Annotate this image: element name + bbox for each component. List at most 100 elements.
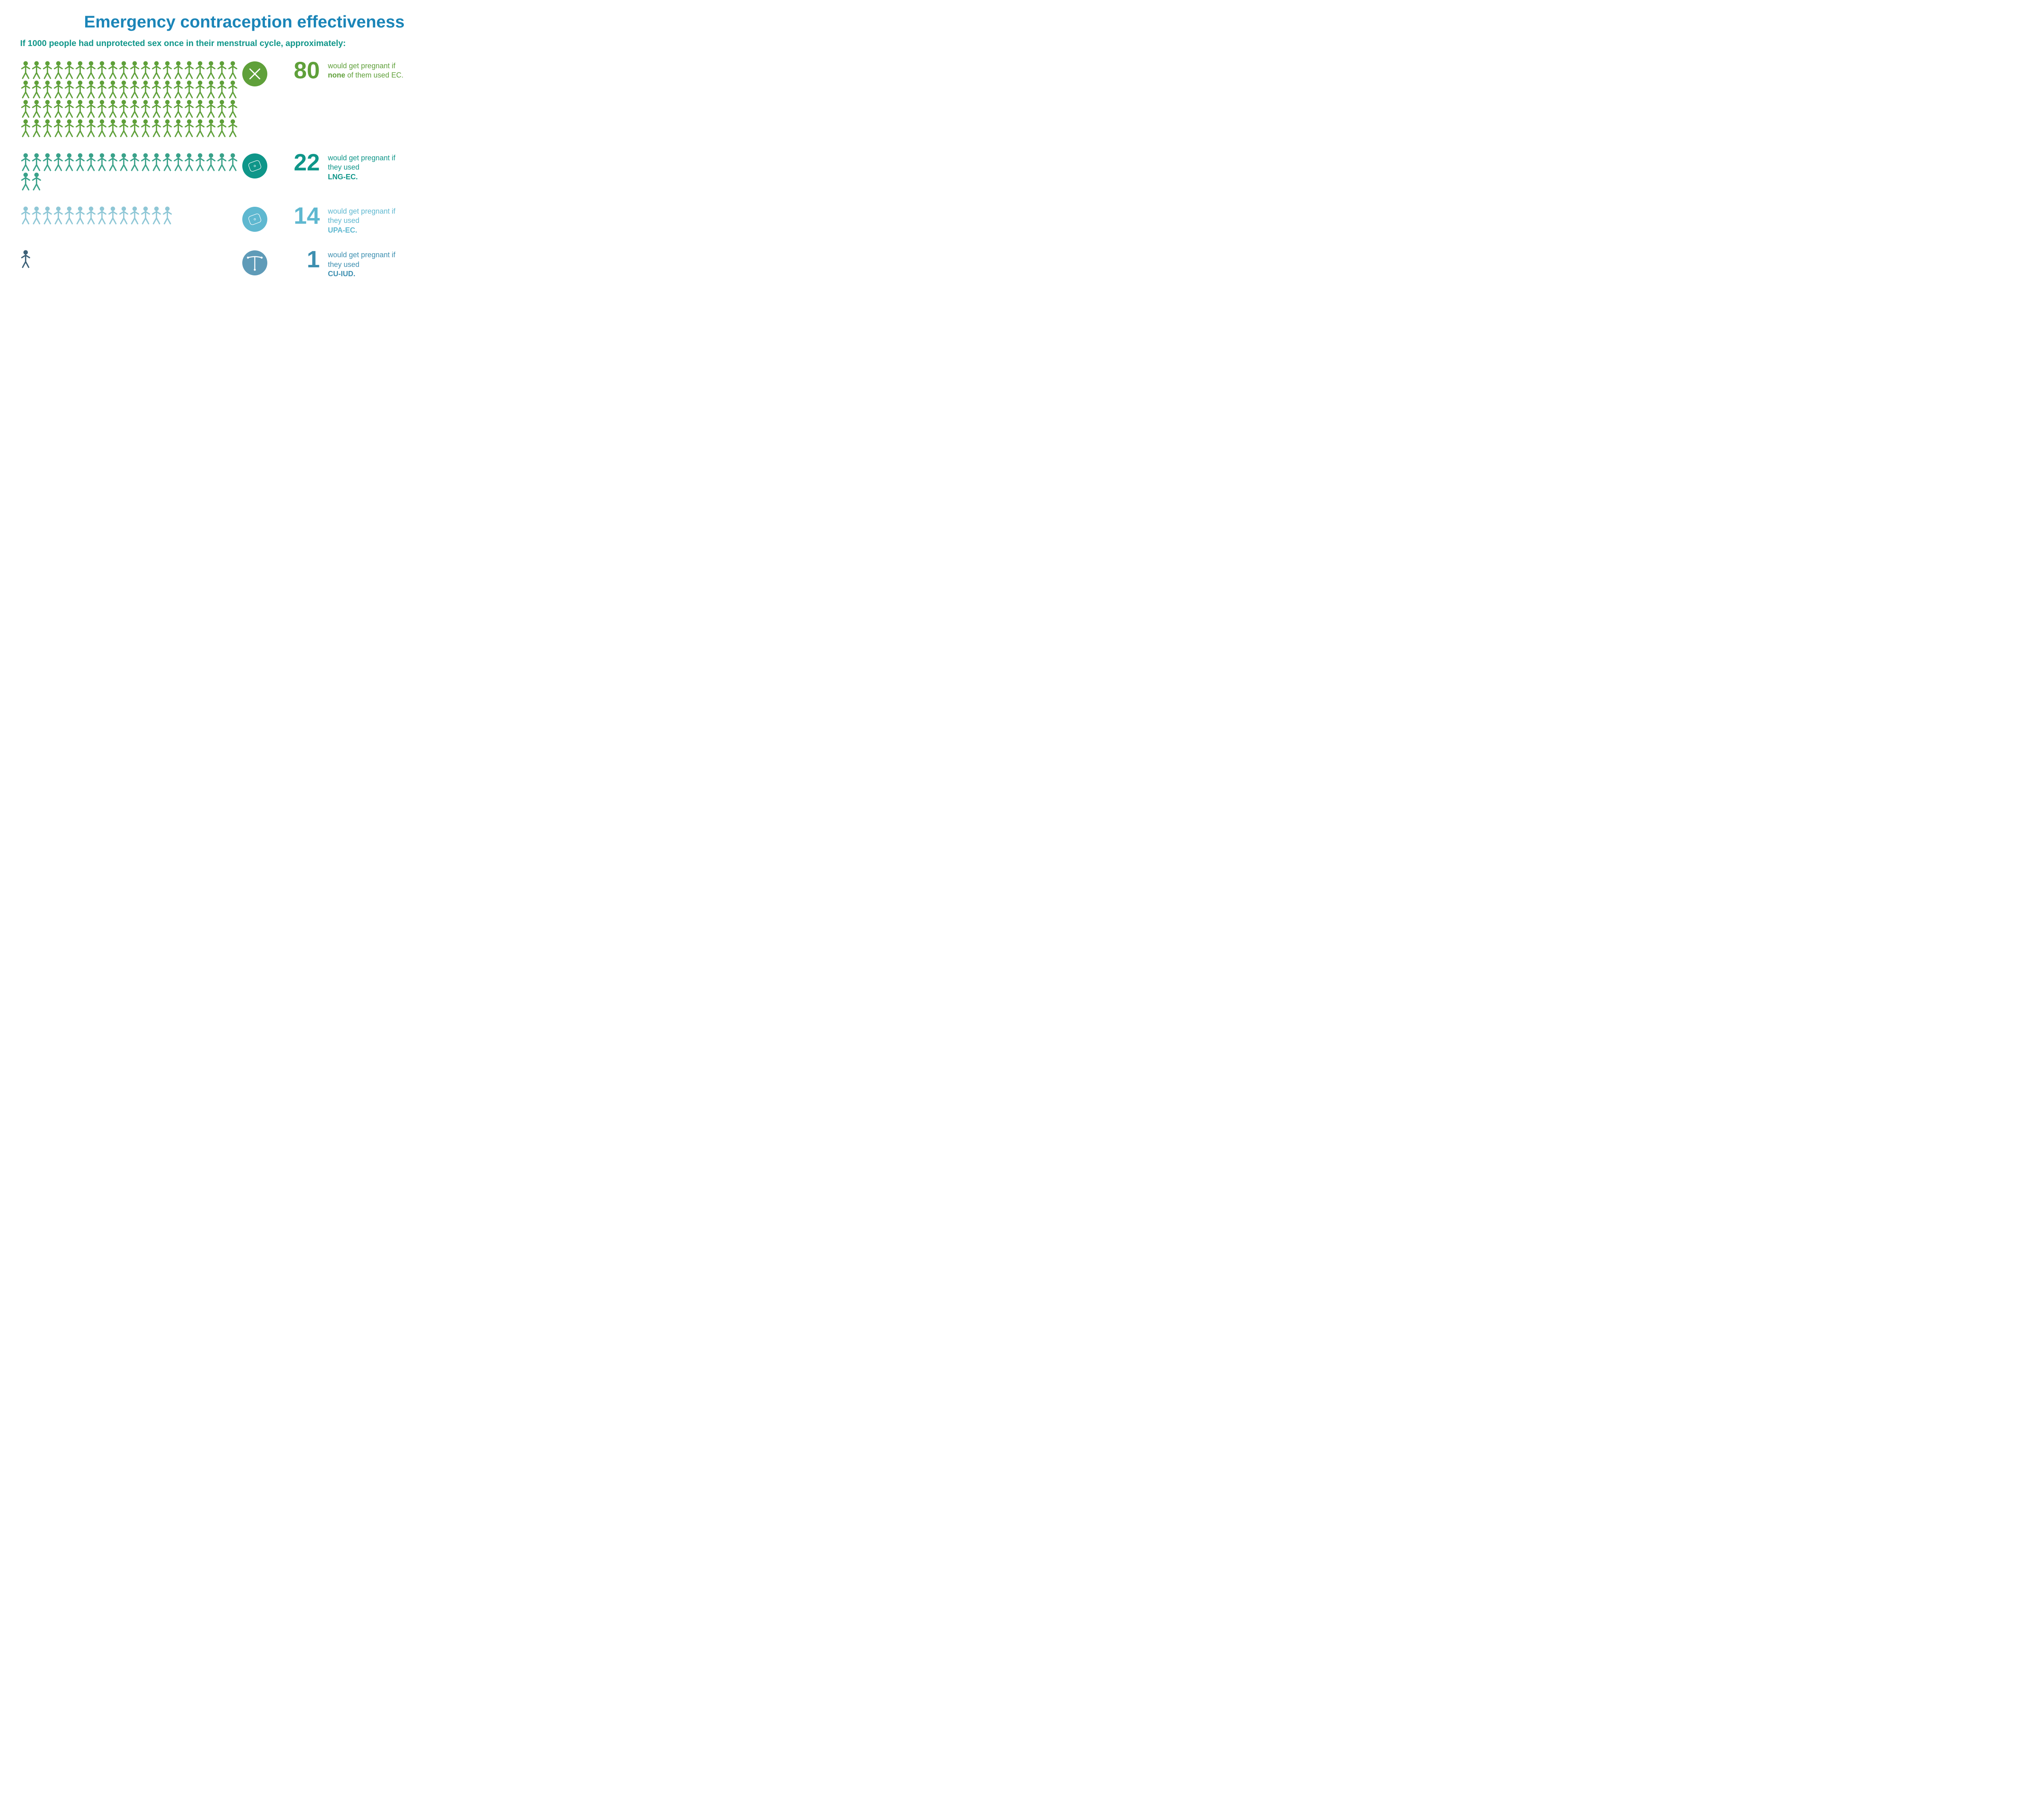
person-icon bbox=[107, 99, 118, 119]
right-area-upa: 14 would get pregnant ifthey usedUPA-EC. bbox=[242, 206, 395, 235]
desc-line1b: they used bbox=[328, 163, 359, 171]
person-icon bbox=[20, 250, 31, 269]
person-icon bbox=[53, 206, 64, 225]
row-upa: 14 would get pregnant ifthey usedUPA-EC. bbox=[20, 206, 468, 235]
person-icon bbox=[64, 119, 75, 138]
person-icon bbox=[97, 119, 107, 138]
person-icon bbox=[64, 153, 75, 172]
person-icon bbox=[97, 206, 107, 225]
person-icon bbox=[140, 61, 151, 80]
desc-none: would get pregnant ifnone of them used E… bbox=[328, 61, 403, 80]
person-icon bbox=[86, 61, 97, 80]
desc-bold: UPA-EC. bbox=[328, 226, 357, 234]
person-icon bbox=[118, 61, 129, 80]
person-icon bbox=[20, 206, 31, 225]
person-icon bbox=[53, 61, 64, 80]
person-icon bbox=[195, 119, 206, 138]
person-icon bbox=[20, 61, 31, 80]
person-icon bbox=[151, 99, 162, 119]
person-icon bbox=[151, 206, 162, 225]
person-icon bbox=[184, 153, 195, 172]
person-icon bbox=[31, 119, 42, 138]
desc-iud: would get pregnant ifthey usedCU-IUD. bbox=[328, 250, 395, 279]
people-area-iud bbox=[20, 250, 238, 269]
person-icon bbox=[162, 99, 173, 119]
person-icon bbox=[227, 61, 238, 80]
person-icon bbox=[75, 119, 86, 138]
desc-line1: would get pregnant if bbox=[328, 154, 395, 162]
person-icon bbox=[129, 99, 140, 119]
page-title: Emergency contraception effectiveness bbox=[20, 12, 468, 31]
person-icon bbox=[216, 153, 227, 172]
person-icon bbox=[151, 153, 162, 172]
rows-container: 80 would get pregnant ifnone of them used… bbox=[20, 61, 468, 279]
person-icon bbox=[195, 80, 206, 99]
person-icon bbox=[86, 99, 97, 119]
person-icon bbox=[64, 80, 75, 99]
person-icon bbox=[140, 206, 151, 225]
person-icon bbox=[173, 80, 184, 99]
person-icon bbox=[151, 80, 162, 99]
person-icon bbox=[64, 206, 75, 225]
pill-icon bbox=[242, 207, 267, 232]
desc-bold: none bbox=[328, 71, 345, 79]
person-icon bbox=[162, 153, 173, 172]
person-icon bbox=[97, 99, 107, 119]
person-icon bbox=[206, 99, 216, 119]
pill-icon bbox=[242, 153, 267, 178]
person-icon bbox=[20, 153, 31, 172]
person-icon bbox=[64, 99, 75, 119]
count-number-none: 80 bbox=[267, 59, 320, 82]
person-icon bbox=[42, 153, 53, 172]
people-area-upa bbox=[20, 206, 238, 225]
person-icon bbox=[53, 99, 64, 119]
person-icon bbox=[31, 206, 42, 225]
person-icon bbox=[140, 119, 151, 138]
person-icon bbox=[118, 153, 129, 172]
person-icon bbox=[42, 99, 53, 119]
person-icon bbox=[53, 119, 64, 138]
person-icon bbox=[75, 99, 86, 119]
person-icon bbox=[216, 119, 227, 138]
row-iud: 1 would get pregnant ifthey usedCU-IUD. bbox=[20, 250, 468, 279]
person-icon bbox=[31, 172, 42, 191]
person-icon bbox=[216, 80, 227, 99]
person-icon bbox=[42, 119, 53, 138]
person-icon bbox=[42, 80, 53, 99]
person-icon bbox=[31, 99, 42, 119]
person-icon bbox=[53, 153, 64, 172]
person-icon bbox=[31, 80, 42, 99]
count-number-iud: 1 bbox=[267, 248, 320, 271]
person-icon bbox=[86, 119, 97, 138]
person-icon bbox=[162, 61, 173, 80]
person-icon bbox=[162, 206, 173, 225]
count-number-upa: 14 bbox=[267, 204, 320, 228]
person-icon bbox=[195, 99, 206, 119]
desc-line1b: they used bbox=[328, 216, 359, 225]
person-icon bbox=[86, 80, 97, 99]
person-icon bbox=[184, 80, 195, 99]
person-icon bbox=[140, 153, 151, 172]
desc-upa: would get pregnant ifthey usedUPA-EC. bbox=[328, 206, 395, 235]
right-area-lng: 22would get pregnant ifthey usedLNG-EC. bbox=[242, 153, 395, 182]
person-icon bbox=[20, 172, 31, 191]
person-icon bbox=[173, 153, 184, 172]
person-icon bbox=[20, 119, 31, 138]
row-none: 80 would get pregnant ifnone of them used… bbox=[20, 61, 468, 138]
person-icon bbox=[129, 206, 140, 225]
person-icon bbox=[216, 61, 227, 80]
people-area-none bbox=[20, 61, 238, 138]
person-icon bbox=[184, 61, 195, 80]
person-icon bbox=[173, 99, 184, 119]
person-icon bbox=[107, 119, 118, 138]
desc-bold: LNG-EC. bbox=[328, 173, 358, 181]
person-icon bbox=[20, 80, 31, 99]
person-icon bbox=[162, 119, 173, 138]
person-icon bbox=[216, 99, 227, 119]
people-area-lng bbox=[20, 153, 238, 191]
person-icon bbox=[227, 153, 238, 172]
person-icon bbox=[107, 206, 118, 225]
page-subtitle: If 1000 people had unprotected sex once … bbox=[20, 39, 468, 48]
cross-icon bbox=[242, 61, 267, 86]
desc-line1b: they used bbox=[328, 260, 359, 269]
